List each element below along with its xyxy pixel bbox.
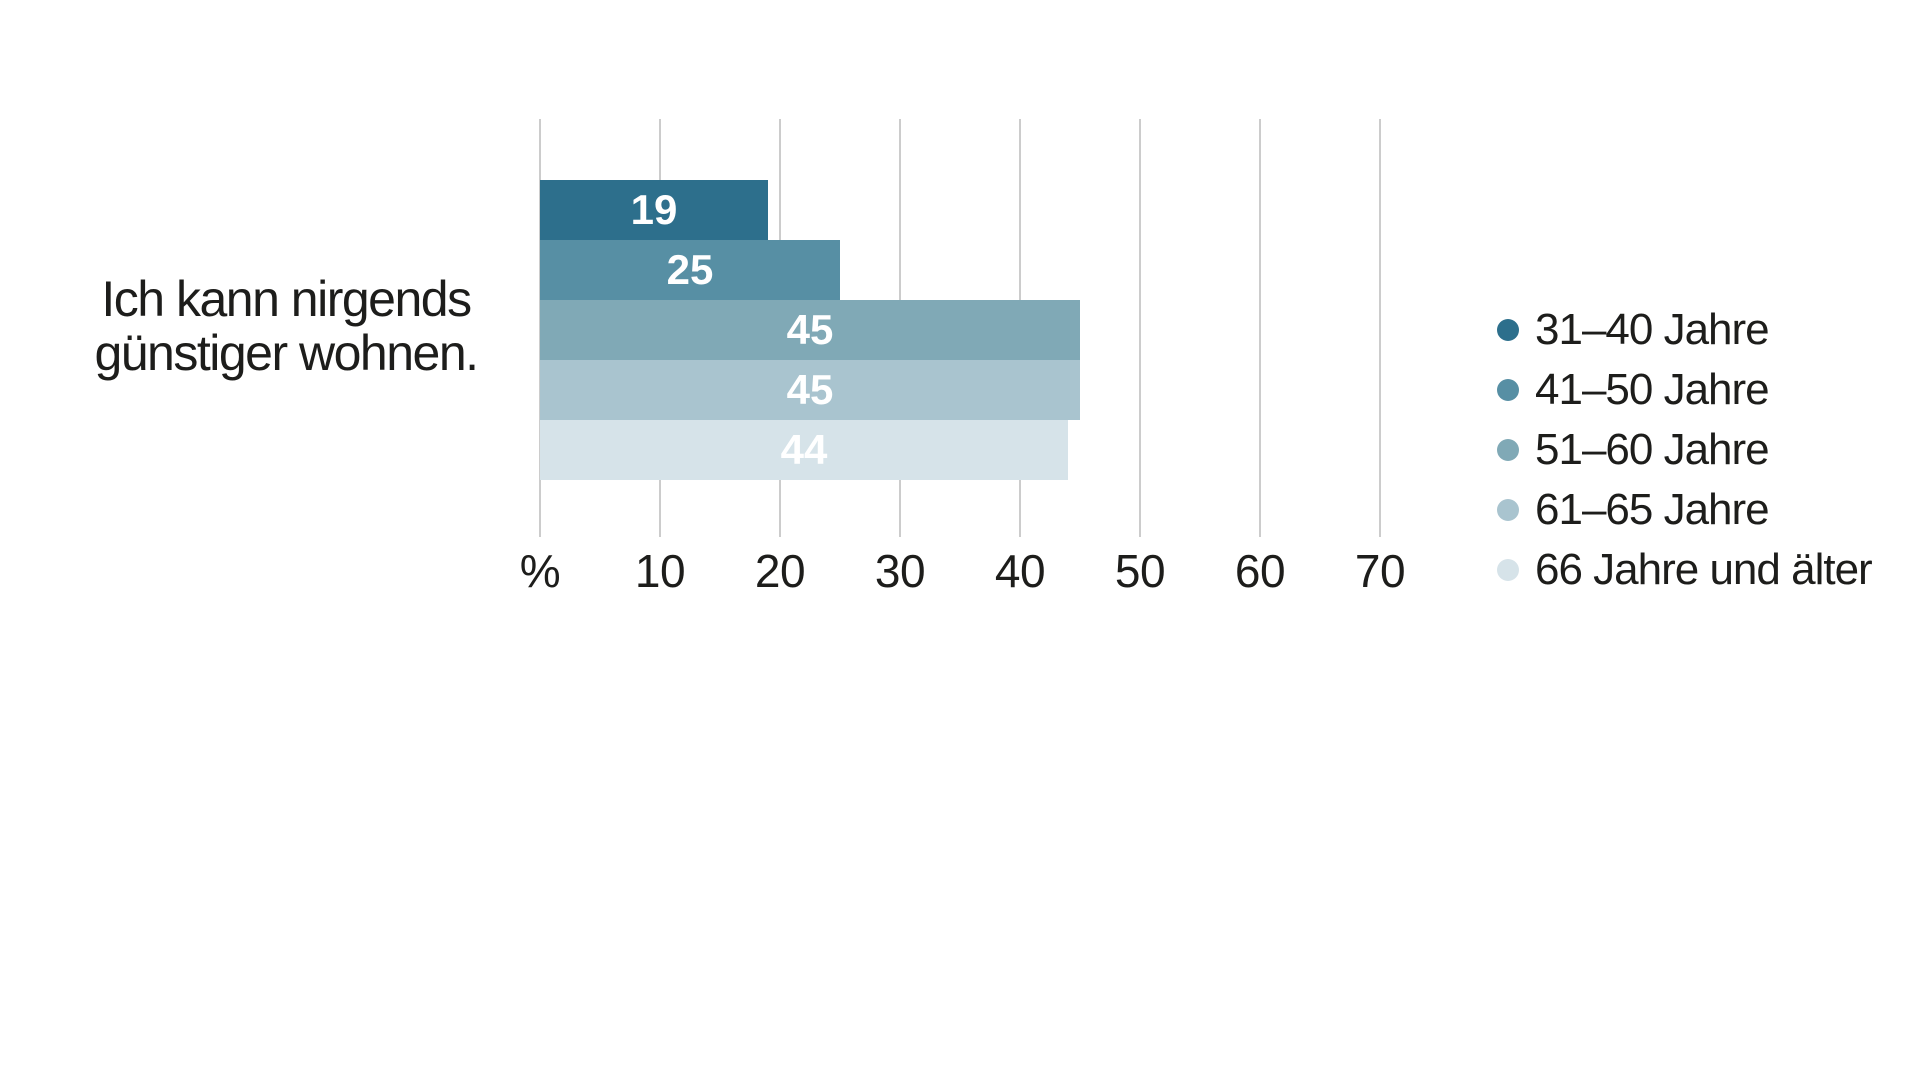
legend-label: 31–40 Jahre (1535, 305, 1770, 354)
legend-dot-icon (1497, 319, 1519, 341)
legend-label: 61–65 Jahre (1535, 485, 1770, 534)
legend-item: 41–50 Jahre (1497, 360, 1872, 420)
gridline (1259, 119, 1261, 537)
bar-value-label: 25 (666, 246, 714, 293)
legend-item: 31–40 Jahre (1497, 300, 1872, 360)
bar: 25 (540, 240, 840, 300)
x-axis-tick-label: 30 (874, 545, 926, 597)
gridline (1139, 119, 1141, 537)
x-axis-tick-label: 10 (634, 545, 686, 597)
bar-value-label: 45 (786, 366, 834, 413)
gridline (1379, 119, 1381, 537)
legend-dot-icon (1497, 379, 1519, 401)
legend-label: 41–50 Jahre (1535, 365, 1770, 414)
bar-value-label: 45 (786, 306, 834, 353)
legend-label: 66 Jahre und älter (1535, 545, 1873, 594)
legend-label: 51–60 Jahre (1535, 425, 1770, 474)
x-axis-tick-label: % (519, 545, 561, 597)
bar: 19 (540, 180, 768, 240)
legend-dot-icon (1497, 559, 1519, 581)
x-axis-tick-label: 20 (754, 545, 806, 597)
x-axis-tick-label: 60 (1234, 545, 1286, 597)
category-label-line1: Ich kann nirgends (101, 271, 472, 327)
legend-item: 61–65 Jahre (1497, 480, 1872, 540)
category-label-line2: günstiger wohnen. (94, 325, 479, 381)
bar: 44 (540, 420, 1068, 480)
bar: 45 (540, 360, 1080, 420)
bar-value-label: 19 (630, 186, 678, 233)
legend-dot-icon (1497, 499, 1519, 521)
chart-legend: 31–40 Jahre 41–50 Jahre 51–60 Jahre 61–65 J… (1497, 300, 1873, 600)
x-axis-tick-label: 40 (994, 545, 1046, 597)
x-axis-tick-label: 50 (1114, 545, 1166, 597)
legend-dot-icon (1497, 439, 1519, 461)
legend-item: 66 Jahre und älter (1497, 540, 1873, 600)
bar-value-label: 44 (780, 426, 828, 473)
legend-item: 51–60 Jahre (1497, 420, 1872, 480)
category-label: Ich kann nirgends günstiger wohnen. (20, 272, 552, 380)
bar: 45 (540, 300, 1080, 360)
x-axis-tick-label: 70 (1354, 545, 1406, 597)
